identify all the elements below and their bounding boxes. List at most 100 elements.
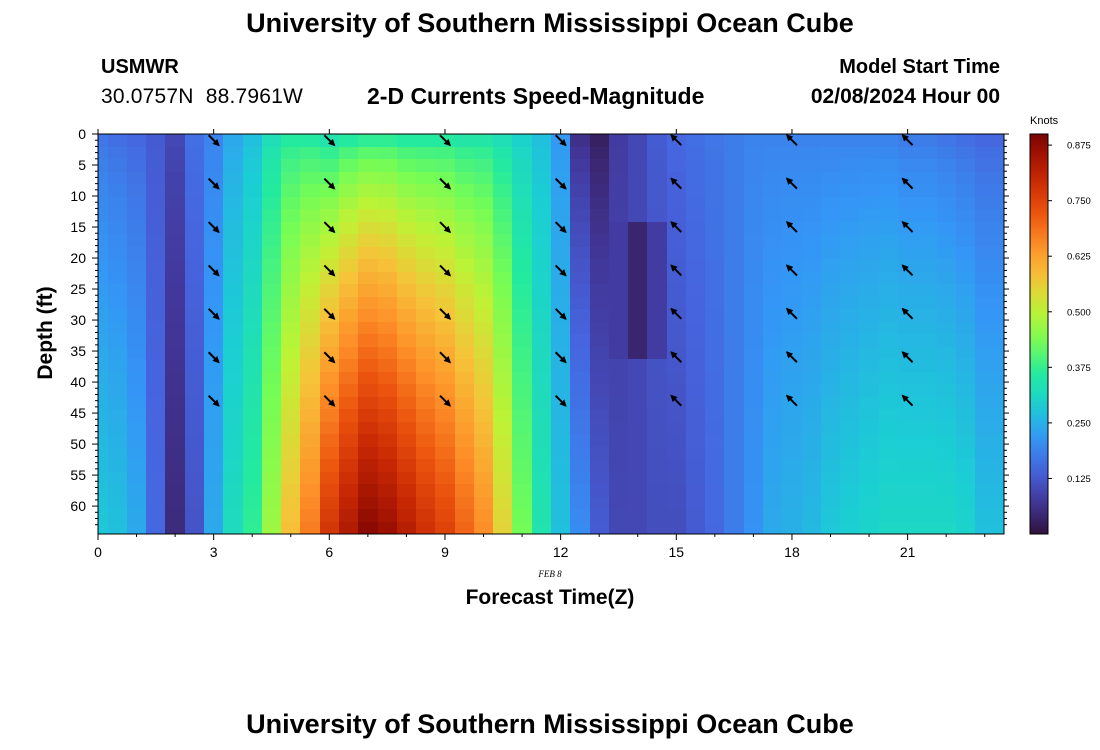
heatmap-cell	[397, 197, 416, 209]
heatmap-cell	[185, 197, 204, 209]
heatmap-cell	[435, 397, 455, 409]
heatmap-cell	[127, 172, 146, 184]
heatmap-cell	[628, 434, 647, 447]
heatmap-cell	[917, 347, 937, 359]
heatmap-cell	[551, 172, 570, 184]
heatmap-cell	[358, 247, 378, 259]
heatmap-cell	[917, 272, 937, 284]
heatmap-cell	[840, 147, 859, 159]
heatmap-cell	[628, 259, 647, 272]
heatmap-cell	[782, 159, 802, 172]
colorbar-tick-label: 0.875	[1067, 141, 1091, 152]
heatmap-cell	[98, 184, 108, 197]
heatmap-cell	[532, 409, 551, 422]
heatmap-cell	[474, 272, 493, 284]
heatmap-cell	[358, 434, 378, 447]
heatmap-cell	[859, 484, 879, 497]
heatmap-cell	[281, 184, 300, 197]
heatmap-cell	[378, 159, 397, 172]
heatmap-cell	[647, 484, 667, 497]
heatmap-cell	[802, 322, 821, 334]
heatmap-cell	[532, 272, 551, 284]
current-vector-arrow	[323, 308, 336, 320]
heatmap-cell	[455, 184, 474, 197]
heatmap-cell	[763, 297, 782, 309]
current-vector-arrow	[439, 264, 452, 277]
heatmap-cell	[840, 322, 859, 334]
heatmap-cell	[782, 147, 802, 159]
heatmap-cell	[223, 284, 243, 297]
heatmap-cell	[435, 184, 455, 197]
heatmap-cell	[320, 322, 339, 334]
heatmap-cell	[898, 384, 917, 397]
current-vector-arrow	[901, 177, 914, 190]
heatmap-cell	[320, 484, 339, 497]
heatmap-cell	[859, 309, 879, 322]
heatmap-cell	[397, 497, 416, 509]
heatmap-cell	[378, 372, 397, 384]
heatmap-cell	[647, 247, 667, 259]
heatmap-cell	[108, 284, 127, 297]
heatmap-cell	[840, 284, 859, 297]
heatmap-cell	[165, 372, 185, 384]
heatmap-cell	[339, 184, 358, 197]
heatmap-cell	[243, 259, 262, 272]
heatmap-cell	[165, 247, 185, 259]
heatmap-cell	[782, 284, 802, 297]
heatmap-cell	[435, 234, 455, 247]
heatmap-cell	[108, 147, 127, 159]
heatmap-cell	[879, 522, 898, 534]
heatmap-cell	[108, 134, 127, 147]
heatmap-cell	[628, 472, 647, 484]
heatmap-cell	[204, 459, 223, 472]
heatmap-cell	[243, 222, 262, 234]
heatmap-cell	[802, 284, 821, 297]
heatmap-cell	[956, 309, 975, 322]
heatmap-cell	[435, 472, 455, 484]
heatmap-cell	[667, 297, 686, 309]
heatmap-cell	[879, 247, 898, 259]
heatmap-cell	[917, 397, 937, 409]
heatmap-cell	[570, 472, 590, 484]
heatmap-cell	[165, 222, 185, 234]
heatmap-cell	[898, 434, 917, 447]
heatmap-cell	[243, 159, 262, 172]
heatmap-cell	[185, 347, 204, 359]
heatmap-cell	[512, 372, 532, 384]
heatmap-cell	[975, 409, 1004, 422]
heatmap-cell	[975, 259, 1004, 272]
heatmap-cell	[243, 459, 262, 472]
heatmap-cell	[165, 422, 185, 434]
x-tick-label: 6	[325, 544, 333, 560]
heatmap-cell	[474, 309, 493, 322]
heatmap-cell	[840, 484, 859, 497]
heatmap-cell	[686, 159, 705, 172]
heatmap-cell	[378, 497, 397, 509]
heatmap-cell	[397, 322, 416, 334]
heatmap-cell	[667, 247, 686, 259]
heatmap-cell	[300, 359, 320, 372]
heatmap-cell	[975, 472, 1004, 484]
heatmap-cell	[223, 322, 243, 334]
heatmap-cell	[821, 197, 840, 209]
heatmap-cell	[570, 272, 590, 284]
heatmap-cell	[609, 234, 628, 247]
heatmap-cell	[378, 222, 397, 234]
heatmap-cell	[493, 159, 512, 172]
heatmap-cell	[551, 484, 570, 497]
heatmap-cell	[127, 222, 146, 234]
current-vector-arrow	[207, 308, 220, 320]
heatmap-cell	[859, 347, 879, 359]
heatmap-cell	[937, 259, 956, 272]
heatmap-cell	[223, 359, 243, 372]
heatmap-cell	[898, 359, 917, 372]
heatmap-cell	[185, 309, 204, 322]
heatmap-cell	[763, 497, 782, 509]
heatmap-cell	[686, 434, 705, 447]
heatmap-cell	[474, 347, 493, 359]
heatmap-cell	[879, 147, 898, 159]
heatmap-cell	[590, 472, 609, 484]
heatmap-cell	[455, 172, 474, 184]
heatmap-cell	[647, 409, 667, 422]
heatmap-cell	[320, 459, 339, 472]
